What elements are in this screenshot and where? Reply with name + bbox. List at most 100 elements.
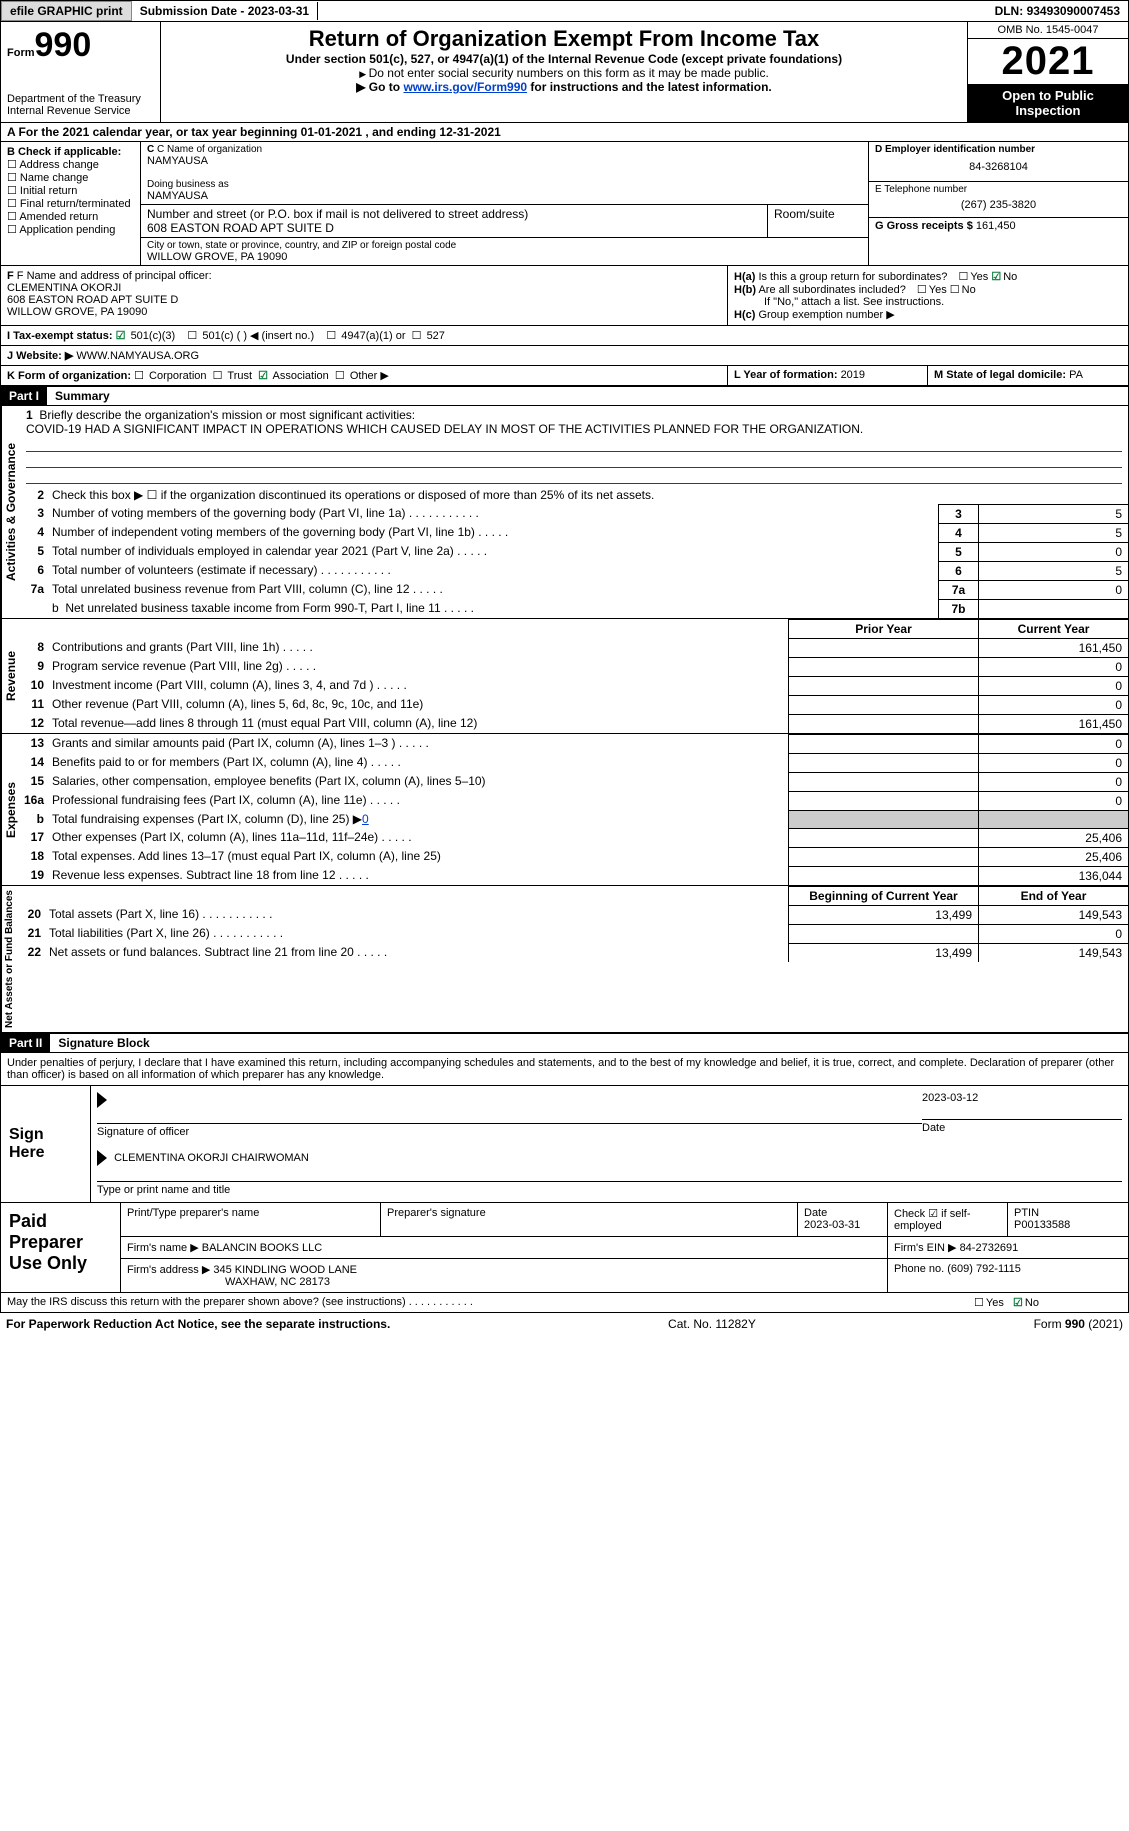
prep-name-label: Print/Type preparer's name (121, 1203, 381, 1236)
l5-text: Total number of individuals employed in … (48, 542, 938, 561)
l16b-link[interactable]: 0 (362, 812, 369, 826)
chk-initial-return[interactable]: Initial return (7, 184, 134, 197)
efile-print-button[interactable]: efile GRAPHIC print (1, 1, 132, 21)
d-ein-value: 84-3268104 (875, 155, 1122, 179)
hdr-prior-year: Prior Year (788, 619, 978, 638)
part-i-header: Part I Summary (0, 386, 1129, 406)
i-501c[interactable] (187, 330, 199, 342)
c-street-row: Number and street (or P.O. box if mail i… (141, 205, 868, 238)
hb-yes[interactable] (917, 284, 929, 296)
l6-val: 5 (978, 561, 1128, 580)
prep-self-employed: Check ☑ if self-employed (888, 1203, 1008, 1236)
row-a-label: A For the 2021 calendar year, or tax yea… (7, 125, 301, 139)
i-527[interactable] (412, 330, 424, 342)
part-ii-title: Signature Block (50, 1034, 157, 1052)
f-name: CLEMENTINA OKORJI (7, 282, 721, 294)
col-c: C C Name of organization NAMYAUSA Doing … (141, 142, 868, 265)
i-content: I Tax-exempt status: 501(c)(3) 501(c) ( … (1, 326, 1128, 345)
chk-final-return[interactable]: Final return/terminated (7, 197, 134, 210)
row-a-begin: 01-01-2021 (301, 125, 362, 139)
line-9: 9Program service revenue (Part VIII, lin… (20, 657, 1128, 676)
ha-no[interactable] (991, 271, 1003, 283)
discuss-row: May the IRS discuss this return with the… (0, 1293, 1129, 1313)
prep-row1: Print/Type preparer's name Preparer's si… (121, 1203, 1128, 1237)
l19-curr: 136,044 (978, 866, 1128, 885)
form-title: Return of Organization Exempt From Incom… (169, 26, 959, 52)
sig-name-label: Type or print name and title (97, 1184, 1122, 1196)
section-net-assets: Net Assets or Fund Balances Beginning of… (1, 885, 1128, 1032)
form-subtitle: Under section 501(c), 527, or 4947(a)(1)… (169, 52, 959, 66)
b-header: B Check if applicable: (7, 146, 134, 158)
prep-ptin: PTINP00133588 (1008, 1203, 1128, 1236)
line-10: 10Investment income (Part VIII, column (… (20, 676, 1128, 695)
l16a-text: Professional fundraising fees (Part IX, … (48, 791, 788, 810)
discuss-no[interactable] (1013, 1297, 1025, 1309)
rev-body: Prior Year Current Year 8Contributions a… (20, 619, 1128, 733)
h-group-return: H(a) Is this a group return for subordin… (728, 266, 1128, 325)
l7a-val: 0 (978, 580, 1128, 599)
chk-application-pending[interactable]: Application pending (7, 223, 134, 236)
chk-amended-return[interactable]: Amended return (7, 210, 134, 223)
arrow-icon (97, 1150, 107, 1166)
prep-firm-name: Firm's name ▶ BALANCIN BOOKS LLC (121, 1237, 888, 1258)
ssn-warning: Do not enter social security numbers on … (169, 66, 959, 80)
topbar: efile GRAPHIC print Submission Date - 20… (0, 0, 1129, 22)
chk-address-change[interactable]: Address change (7, 158, 134, 171)
part-ii-header: Part II Signature Block (0, 1033, 1129, 1053)
header-right: OMB No. 1545-0047 2021 Open to Public In… (968, 22, 1128, 122)
irs-link[interactable]: www.irs.gov/Form990 (403, 80, 527, 94)
footer-right: Form 990 (2021) (1034, 1317, 1123, 1331)
k-other[interactable] (335, 370, 347, 382)
line-15: 15Salaries, other compensation, employee… (20, 772, 1128, 791)
vert-activities: Activities & Governance (1, 406, 20, 618)
vert-revenue: Revenue (1, 619, 20, 733)
l11-text: Other revenue (Part VIII, column (A), li… (48, 695, 788, 714)
ha-yes[interactable] (958, 271, 970, 283)
l7a-text: Total unrelated business revenue from Pa… (48, 580, 938, 599)
l7b-text: Net unrelated business taxable income fr… (65, 601, 440, 615)
l20-begin: 13,499 (788, 905, 978, 924)
l15-text: Salaries, other compensation, employee b… (48, 772, 788, 791)
l1-label: Briefly describe the organization's miss… (39, 408, 415, 422)
line-7b: b Net unrelated business taxable income … (20, 599, 1128, 618)
i-501c3[interactable] (116, 330, 128, 342)
chk-name-change[interactable]: Name change (7, 171, 134, 184)
sign-here-row: Sign Here Signature of officer 2023-03-1… (1, 1086, 1128, 1202)
l10-text: Investment income (Part VIII, column (A)… (48, 676, 788, 695)
l16a-curr: 0 (978, 791, 1128, 810)
l22-begin: 13,499 (788, 943, 978, 962)
i-label: I Tax-exempt status: (7, 330, 113, 342)
row-klm: K Form of organization: Corporation Trus… (0, 366, 1129, 386)
line-22: 22Net assets or fund balances. Subtract … (17, 943, 1128, 962)
c-dba-value: NAMYAUSA (147, 190, 862, 202)
l12-curr: 161,450 (978, 714, 1128, 733)
i-4947[interactable] (326, 330, 338, 342)
k-trust[interactable] (213, 370, 225, 382)
section-activities-governance: Activities & Governance 1 Briefly descri… (1, 406, 1128, 618)
na-col-headers: Beginning of Current Year End of Year (17, 886, 1128, 905)
c-room-cell: Room/suite (768, 205, 868, 237)
section-fh: F F Name and address of principal office… (0, 266, 1129, 326)
row-j-website: J Website: ▶ WWW.NAMYAUSA.ORG (0, 346, 1129, 366)
row-a-tax-year: A For the 2021 calendar year, or tax yea… (0, 122, 1129, 142)
sig-name: CLEMENTINA OKORJI CHAIRWOMAN (114, 1152, 309, 1164)
k-assoc[interactable] (258, 370, 270, 382)
line-4: 4Number of independent voting members of… (20, 523, 1128, 542)
f-addr2: WILLOW GROVE, PA 19090 (7, 306, 721, 318)
na-body: Beginning of Current Year End of Year 20… (17, 886, 1128, 1032)
section-bcdeg: B Check if applicable: Address change Na… (0, 142, 1129, 266)
l-label: L Year of formation: (734, 369, 841, 381)
f-label: F Name and address of principal officer: (17, 270, 212, 282)
f-addr1: 608 EASTON ROAD APT SUITE D (7, 294, 721, 306)
line-21: 21Total liabilities (Part X, line 26) 0 (17, 924, 1128, 943)
signature-block: Under penalties of perjury, I declare th… (0, 1053, 1129, 1203)
l20-text: Total assets (Part X, line 16) (45, 905, 788, 924)
k-corp[interactable] (134, 370, 146, 382)
tax-year: 2021 (968, 39, 1128, 84)
line-19: 19Revenue less expenses. Subtract line 1… (20, 866, 1128, 885)
discuss-yes[interactable] (974, 1297, 986, 1309)
line-6: 6Total number of volunteers (estimate if… (20, 561, 1128, 580)
hb-no[interactable] (950, 284, 962, 296)
hdr-beginning: Beginning of Current Year (788, 886, 978, 905)
l21-begin (788, 924, 978, 943)
